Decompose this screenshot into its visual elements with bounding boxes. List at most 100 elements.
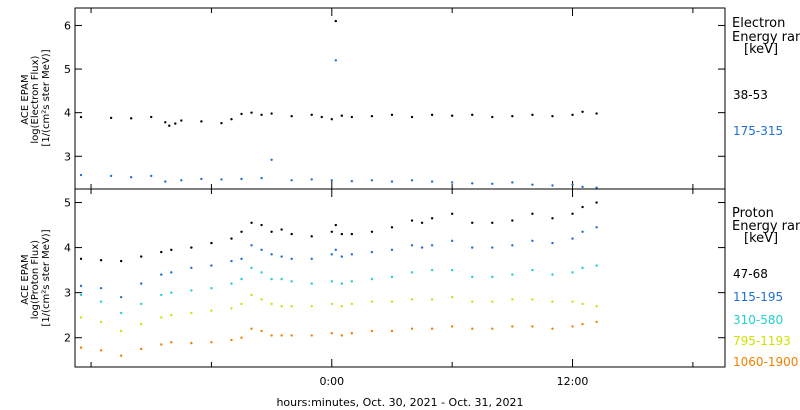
data-point-38-53 [511,114,514,118]
data-point-115-195 [170,271,173,274]
data-point-115-195 [420,246,424,249]
data-point-1060-1900 [450,325,454,328]
data-point-1060-1900 [160,343,163,346]
data-point-795-1193 [280,304,283,308]
proton-y-label-line3: [1/(cm²s ster MeV)] [41,229,52,326]
proton-y-label-line1: ACE EPAM [20,254,31,304]
data-point-310-580 [290,280,293,283]
data-point-1060-1900 [140,347,143,351]
data-point-1060-1900 [99,349,103,352]
electron-y-tick-label: 5 [64,63,71,76]
data-point-47-68 [119,259,123,263]
data-point-175-315 [581,185,584,189]
data-point-1060-1900 [370,329,374,333]
data-point-115-195 [531,239,534,243]
data-point-115-195 [450,239,454,243]
data-point-310-580 [595,264,598,267]
x-axis-ticks: 0:00 12:00 [319,375,588,388]
data-point-1060-1900 [551,327,554,330]
data-point-38-53 [334,19,338,23]
data-point-175-315 [571,183,574,186]
data-point-795-1193 [170,313,173,317]
data-point-47-68 [340,232,344,236]
data-point-47-68 [270,230,273,234]
data-point-115-195 [390,248,394,252]
data-point-38-53 [164,121,167,124]
data-point-175-315 [334,59,338,62]
data-point-47-68 [531,212,534,215]
data-point-47-68 [595,201,598,204]
data-point-38-53 [370,114,374,118]
electron-y-label-line2: log(Electron Flux) [30,55,41,143]
data-point-38-53 [109,116,113,120]
data-point-1060-1900 [581,322,584,326]
data-point-310-580 [410,271,414,274]
proton-y-ticks: 2 3 4 5 [64,189,725,367]
data-point-38-53 [220,121,223,125]
data-point-795-1193 [140,322,143,326]
data-point-1060-1900 [430,327,434,330]
data-point-175-315 [370,179,374,182]
x-axis-label: hours:minutes, Oct. 30, 2021 - Oct. 31, … [276,396,523,409]
data-point-38-53 [571,113,574,117]
data-point-175-315 [180,179,183,182]
electron-data-points [79,19,598,189]
data-point-175-315 [129,176,133,179]
data-point-1060-1900 [230,338,233,342]
proton-y-tick-label: 2 [64,332,71,345]
data-point-175-315 [240,177,243,181]
proton-y-label-line2: log(Proton Flux) [30,240,41,319]
data-point-1060-1900 [170,341,173,344]
data-point-1060-1900 [79,346,83,349]
data-point-47-68 [430,217,434,220]
data-point-795-1193 [410,298,414,301]
data-point-47-68 [390,226,394,229]
data-point-310-580 [99,300,103,303]
data-point-38-53 [250,111,253,114]
data-point-795-1193 [310,304,313,308]
data-point-795-1193 [99,320,103,324]
data-point-38-53 [595,112,598,115]
proton-y-tick-label: 4 [64,242,71,255]
data-point-47-68 [450,212,454,215]
data-point-38-53 [430,113,434,117]
data-point-310-580 [581,266,584,270]
data-point-38-53 [320,115,323,119]
data-point-115-195 [79,284,83,288]
data-point-38-53 [390,113,394,117]
data-point-47-68 [330,230,333,234]
data-point-38-53 [290,114,293,118]
data-point-310-580 [140,302,143,306]
proton-data-points [79,201,598,357]
data-point-175-315 [310,178,313,181]
data-point-1060-1900 [491,327,494,330]
data-point-38-53 [79,115,83,119]
data-point-175-315 [109,174,113,178]
data-point-115-195 [160,273,163,276]
data-point-47-68 [230,237,233,240]
data-point-47-68 [140,255,143,258]
proton-y-tick-label: 5 [64,197,71,210]
data-point-1060-1900 [571,325,574,328]
data-point-1060-1900 [310,334,313,337]
data-point-310-580 [310,282,313,285]
data-point-115-195 [595,226,598,229]
electron-y-tick-label: 3 [64,150,71,163]
data-point-795-1193 [160,316,163,319]
data-point-175-315 [410,179,414,182]
proton-legend-title-line1: Proton [732,206,774,221]
electron-y-label-line3: [1/(cm²s ster MeV)] [41,49,52,146]
data-point-795-1193 [230,307,233,310]
data-point-47-68 [471,221,474,224]
data-point-38-53 [129,117,133,120]
data-point-310-580 [160,293,163,297]
data-point-47-68 [571,212,574,215]
data-point-310-580 [340,282,344,285]
data-point-1060-1900 [390,329,394,333]
electron-panel: 3 4 5 6 ACE EPAM log(Electron Flux) [1/(cm²… [20,7,800,190]
data-point-1060-1900 [471,327,474,330]
data-point-310-580 [260,271,263,274]
data-point-47-68 [160,250,163,254]
electron-y-label-line1: ACE EPAM [20,74,31,124]
data-point-795-1193 [571,300,574,303]
